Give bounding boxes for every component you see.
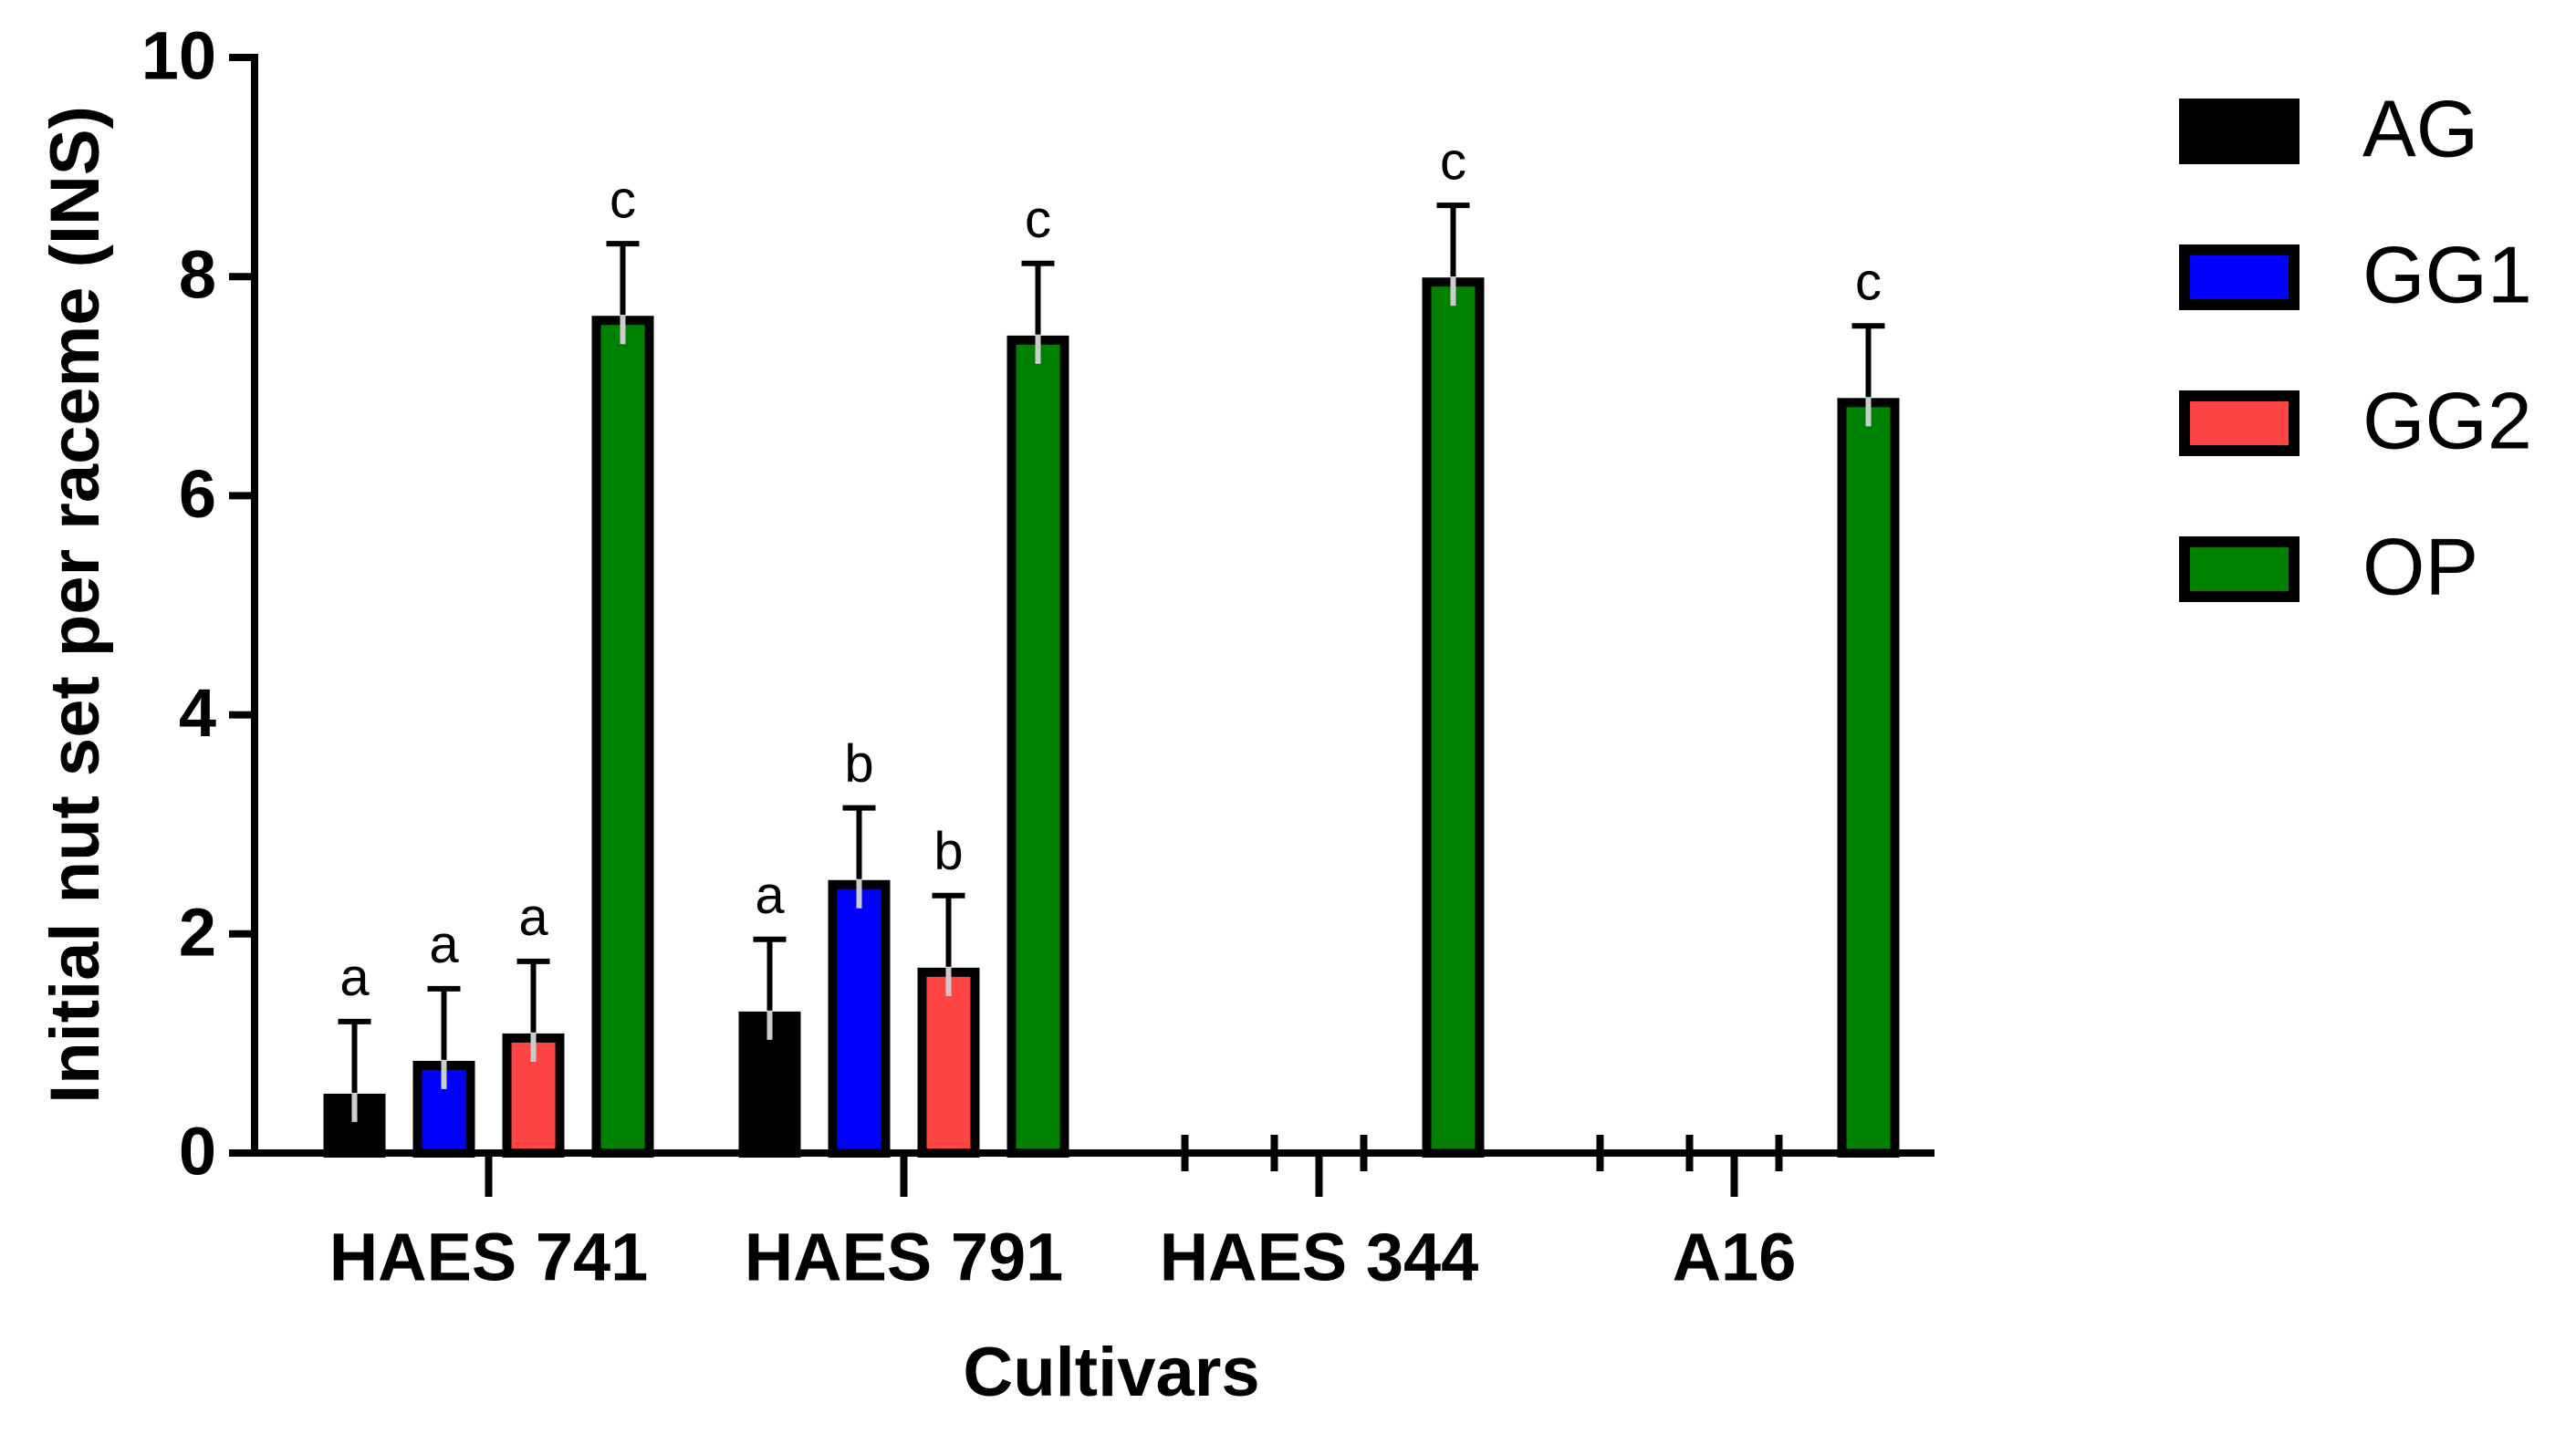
bar [1422,277,1485,1158]
y-tick-label: 6 [179,456,216,532]
significance-letter: c [1855,253,1882,312]
x-tick-label: HAES 791 [745,1220,1064,1295]
significance-letter: a [339,948,370,1007]
legend-label: GG1 [2362,229,2532,319]
significance-letter: c [1440,131,1466,191]
legend-swatch [2179,244,2300,310]
significance-letter: a [755,866,785,925]
bar [1837,398,1900,1158]
significance-letter: c [1025,190,1051,249]
x-tick-label: A16 [1673,1220,1797,1295]
y-tick-label: 0 [179,1114,216,1190]
legend-label: GG2 [2362,375,2532,465]
x-tick-label: HAES 344 [1160,1220,1479,1295]
legend-swatch [2179,99,2300,164]
legend-label: OP [2362,521,2478,611]
significance-letter: c [610,170,636,229]
y-tick-label: 2 [179,894,216,970]
x-axis-title: Cultivars [963,1334,1259,1411]
y-tick-label: 10 [141,18,216,94]
legend-label: AG [2362,83,2478,173]
significance-letter: a [429,915,459,974]
y-axis-title: Initial nut set per raceme (INS) [37,106,114,1104]
bar [1006,335,1069,1159]
y-tick-label: 8 [179,237,216,313]
bar [591,316,654,1158]
significance-letter: a [518,888,548,947]
legend-swatch [2179,536,2300,602]
significance-letter: b [933,822,963,881]
x-tick-label: HAES 741 [329,1220,649,1295]
bar [917,967,980,1158]
bar [828,879,891,1158]
significance-letter: b [844,734,873,794]
legend-swatch [2179,390,2300,456]
y-tick-label: 4 [179,675,216,751]
